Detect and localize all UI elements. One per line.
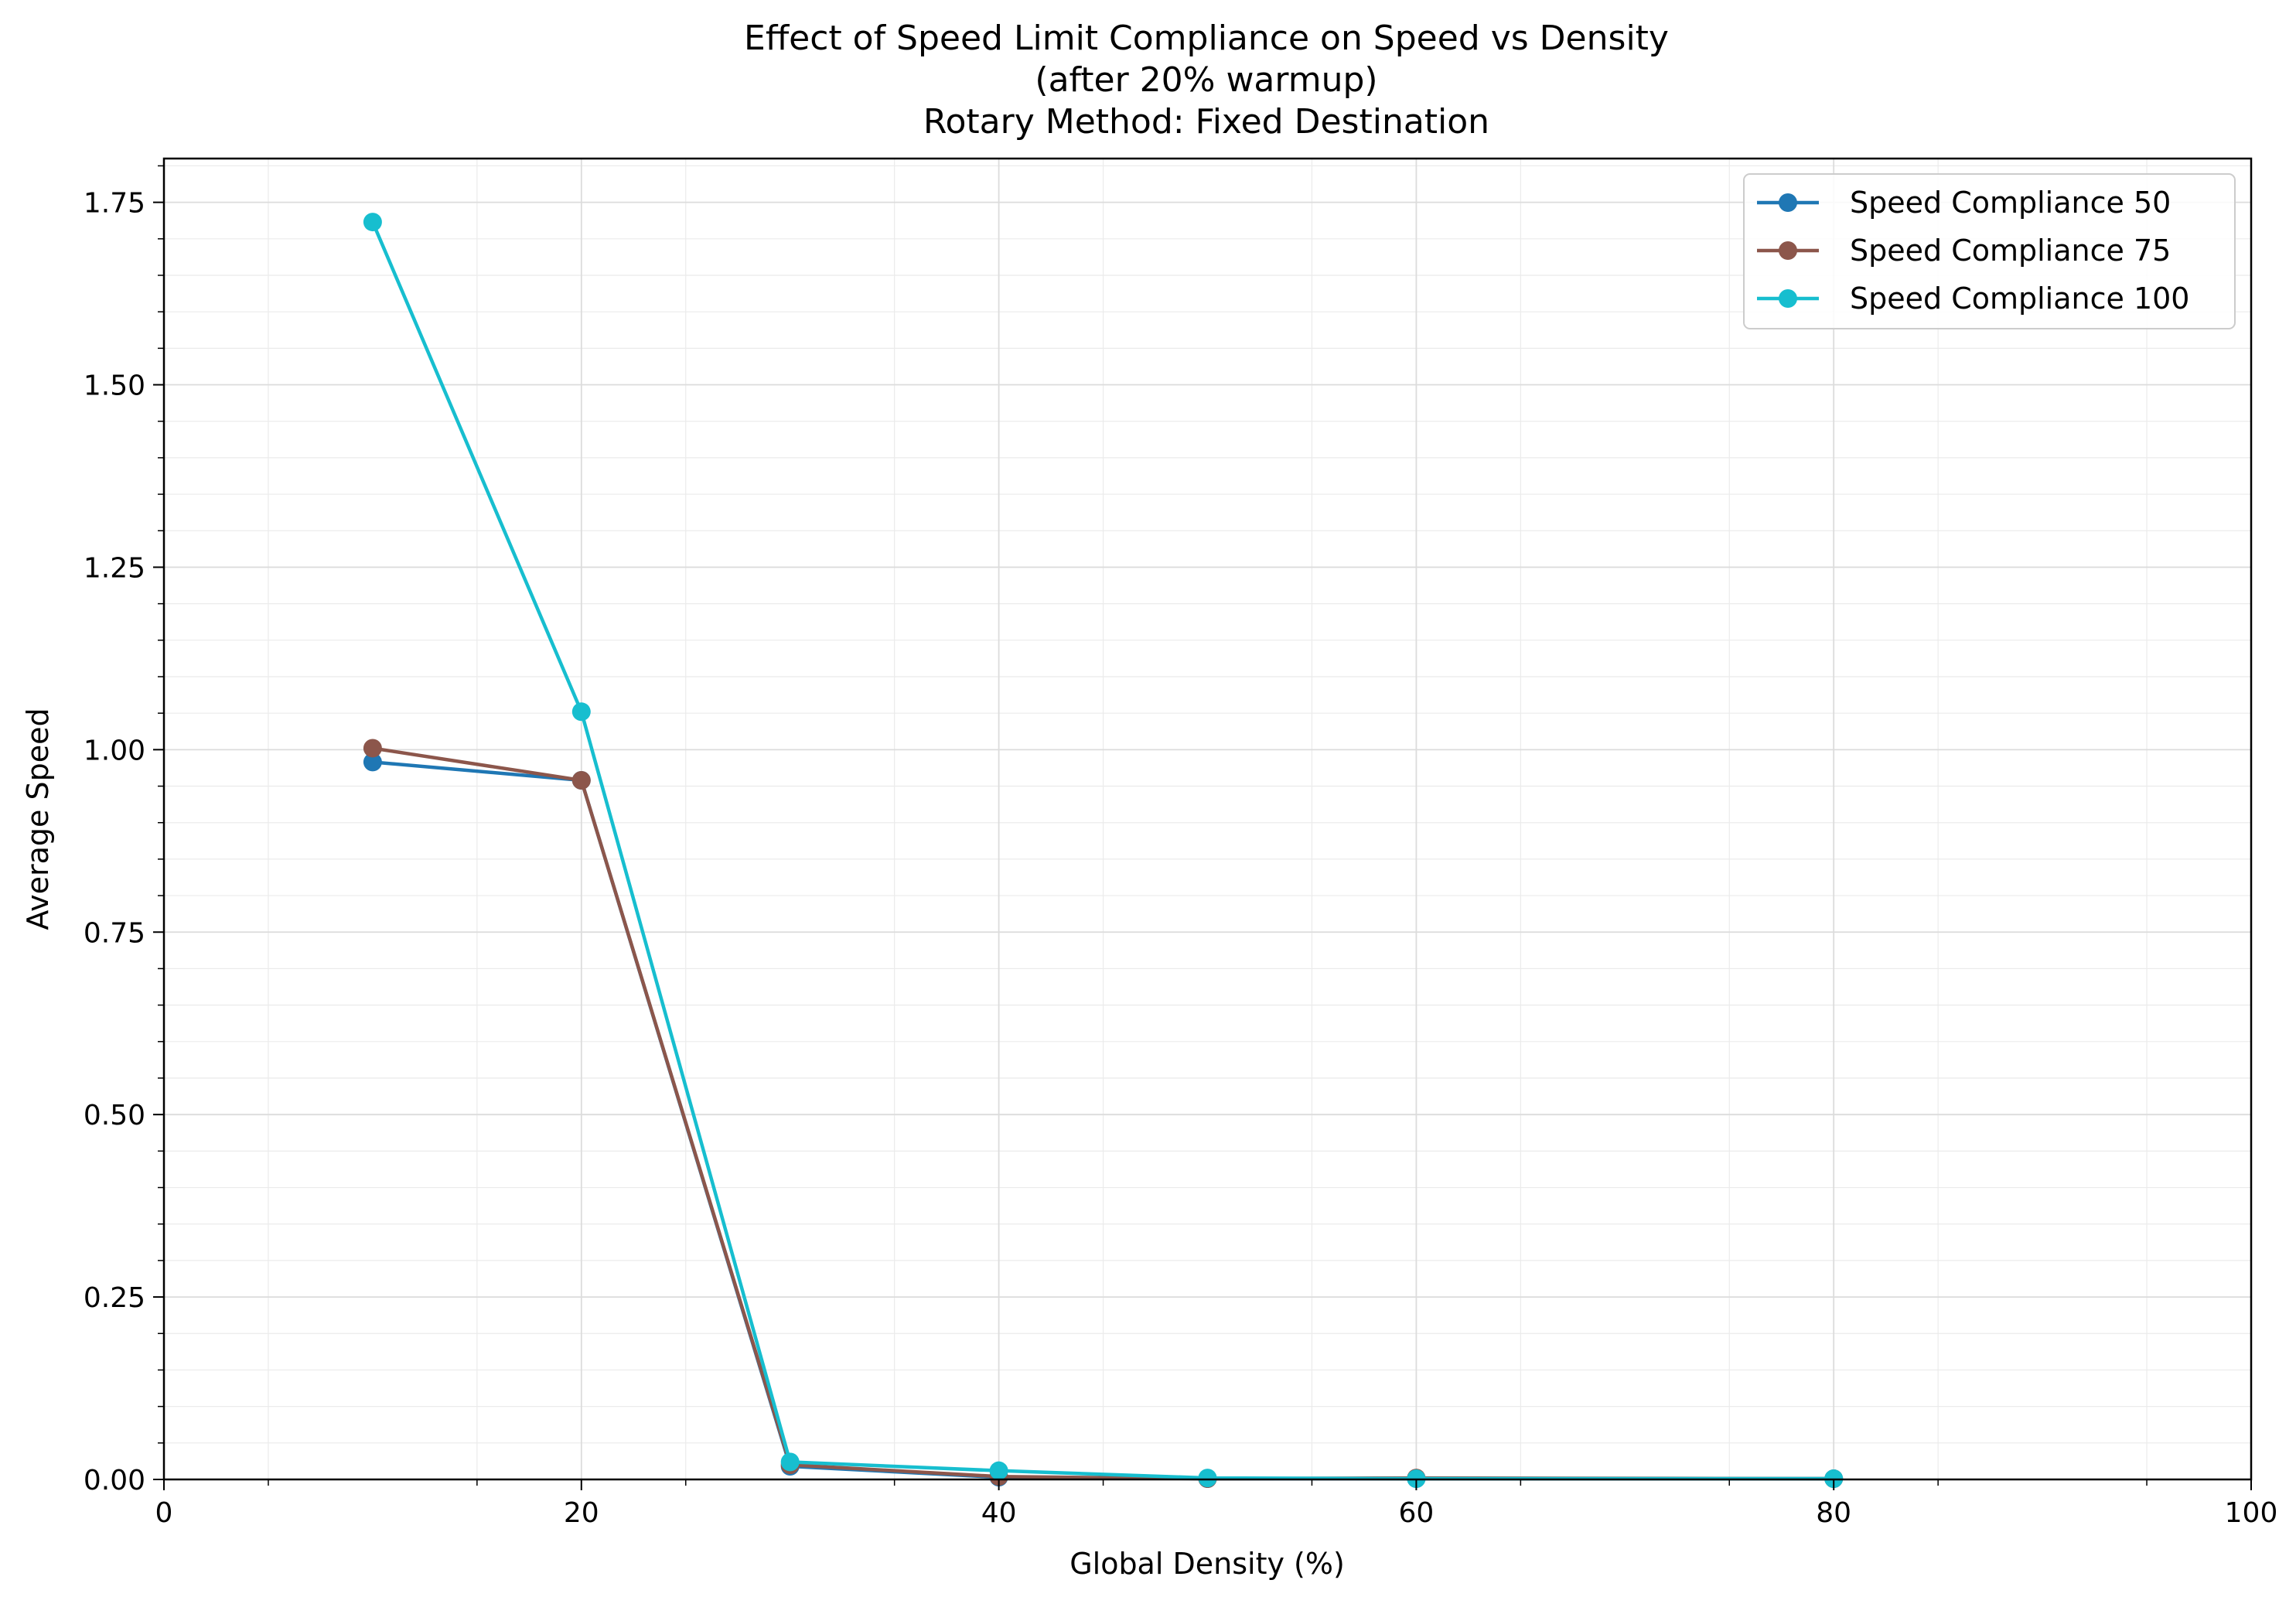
y-tick-label: 0.75 xyxy=(84,917,145,949)
data-point xyxy=(363,752,382,772)
y-axis-label: Average Speed xyxy=(21,708,55,930)
data-point xyxy=(363,739,382,758)
y-tick-label: 0.00 xyxy=(84,1465,145,1496)
legend-item: Speed Compliance 75 xyxy=(1757,234,2171,268)
x-tick-label: 60 xyxy=(1398,1497,1434,1529)
legend-swatch-marker xyxy=(1779,193,1797,212)
x-tick-label: 80 xyxy=(1816,1497,1851,1529)
chart-title-line-1: Effect of Speed Limit Compliance on Spee… xyxy=(744,19,1669,58)
legend-label: Speed Compliance 50 xyxy=(1850,186,2171,220)
data-point xyxy=(989,1461,1008,1480)
legend: Speed Compliance 50 Speed Compliance 75 Sp… xyxy=(1743,173,2236,329)
legend-items: Speed Compliance 50 Speed Compliance 75 Sp… xyxy=(1757,186,2190,316)
y-tick-label: 1.25 xyxy=(84,552,145,584)
x-tick-label: 40 xyxy=(981,1497,1017,1529)
legend-swatch-marker xyxy=(1779,241,1797,260)
y-tick-label: 1.00 xyxy=(84,735,145,766)
legend-item: Speed Compliance 100 xyxy=(1757,282,2190,316)
legend-swatch-marker xyxy=(1779,289,1797,308)
data-point xyxy=(571,770,591,790)
x-tick-label: 0 xyxy=(155,1497,173,1529)
legend-label: Speed Compliance 75 xyxy=(1850,234,2171,268)
chart-title: Effect of Speed Limit Compliance on Spee… xyxy=(744,19,1669,142)
plot-frame xyxy=(162,157,2253,1481)
chart-title-line-2: (after 20% warmup) xyxy=(1035,60,1377,100)
y-tick-label: 1.75 xyxy=(84,188,145,220)
data-point xyxy=(571,702,591,722)
x-axis-label: Global Density (%) xyxy=(1070,1547,1345,1581)
data-point xyxy=(780,1452,800,1472)
y-tick-label: 0.50 xyxy=(84,1100,145,1131)
axis-ticks xyxy=(153,165,2252,1490)
data-point xyxy=(363,213,382,232)
legend-label: Speed Compliance 100 xyxy=(1850,282,2190,316)
legend-box xyxy=(1743,173,2236,329)
x-tick-label: 20 xyxy=(564,1497,599,1529)
x-tick-labels: 0 20 40 60 80 100 xyxy=(155,1497,2278,1529)
minor-grid xyxy=(164,159,2251,1479)
chart-title-line-3: Rotary Method: Fixed Destination xyxy=(923,102,1489,142)
legend-item: Speed Compliance 50 xyxy=(1757,186,2171,220)
y-tick-label: 1.50 xyxy=(84,370,145,402)
y-tick-label: 0.25 xyxy=(84,1282,145,1314)
x-tick-label: 100 xyxy=(2225,1497,2278,1529)
y-tick-labels: 0.00 0.25 0.50 0.75 1.00 1.25 1.50 1.75 xyxy=(84,188,145,1496)
data-point xyxy=(1198,1469,1217,1488)
